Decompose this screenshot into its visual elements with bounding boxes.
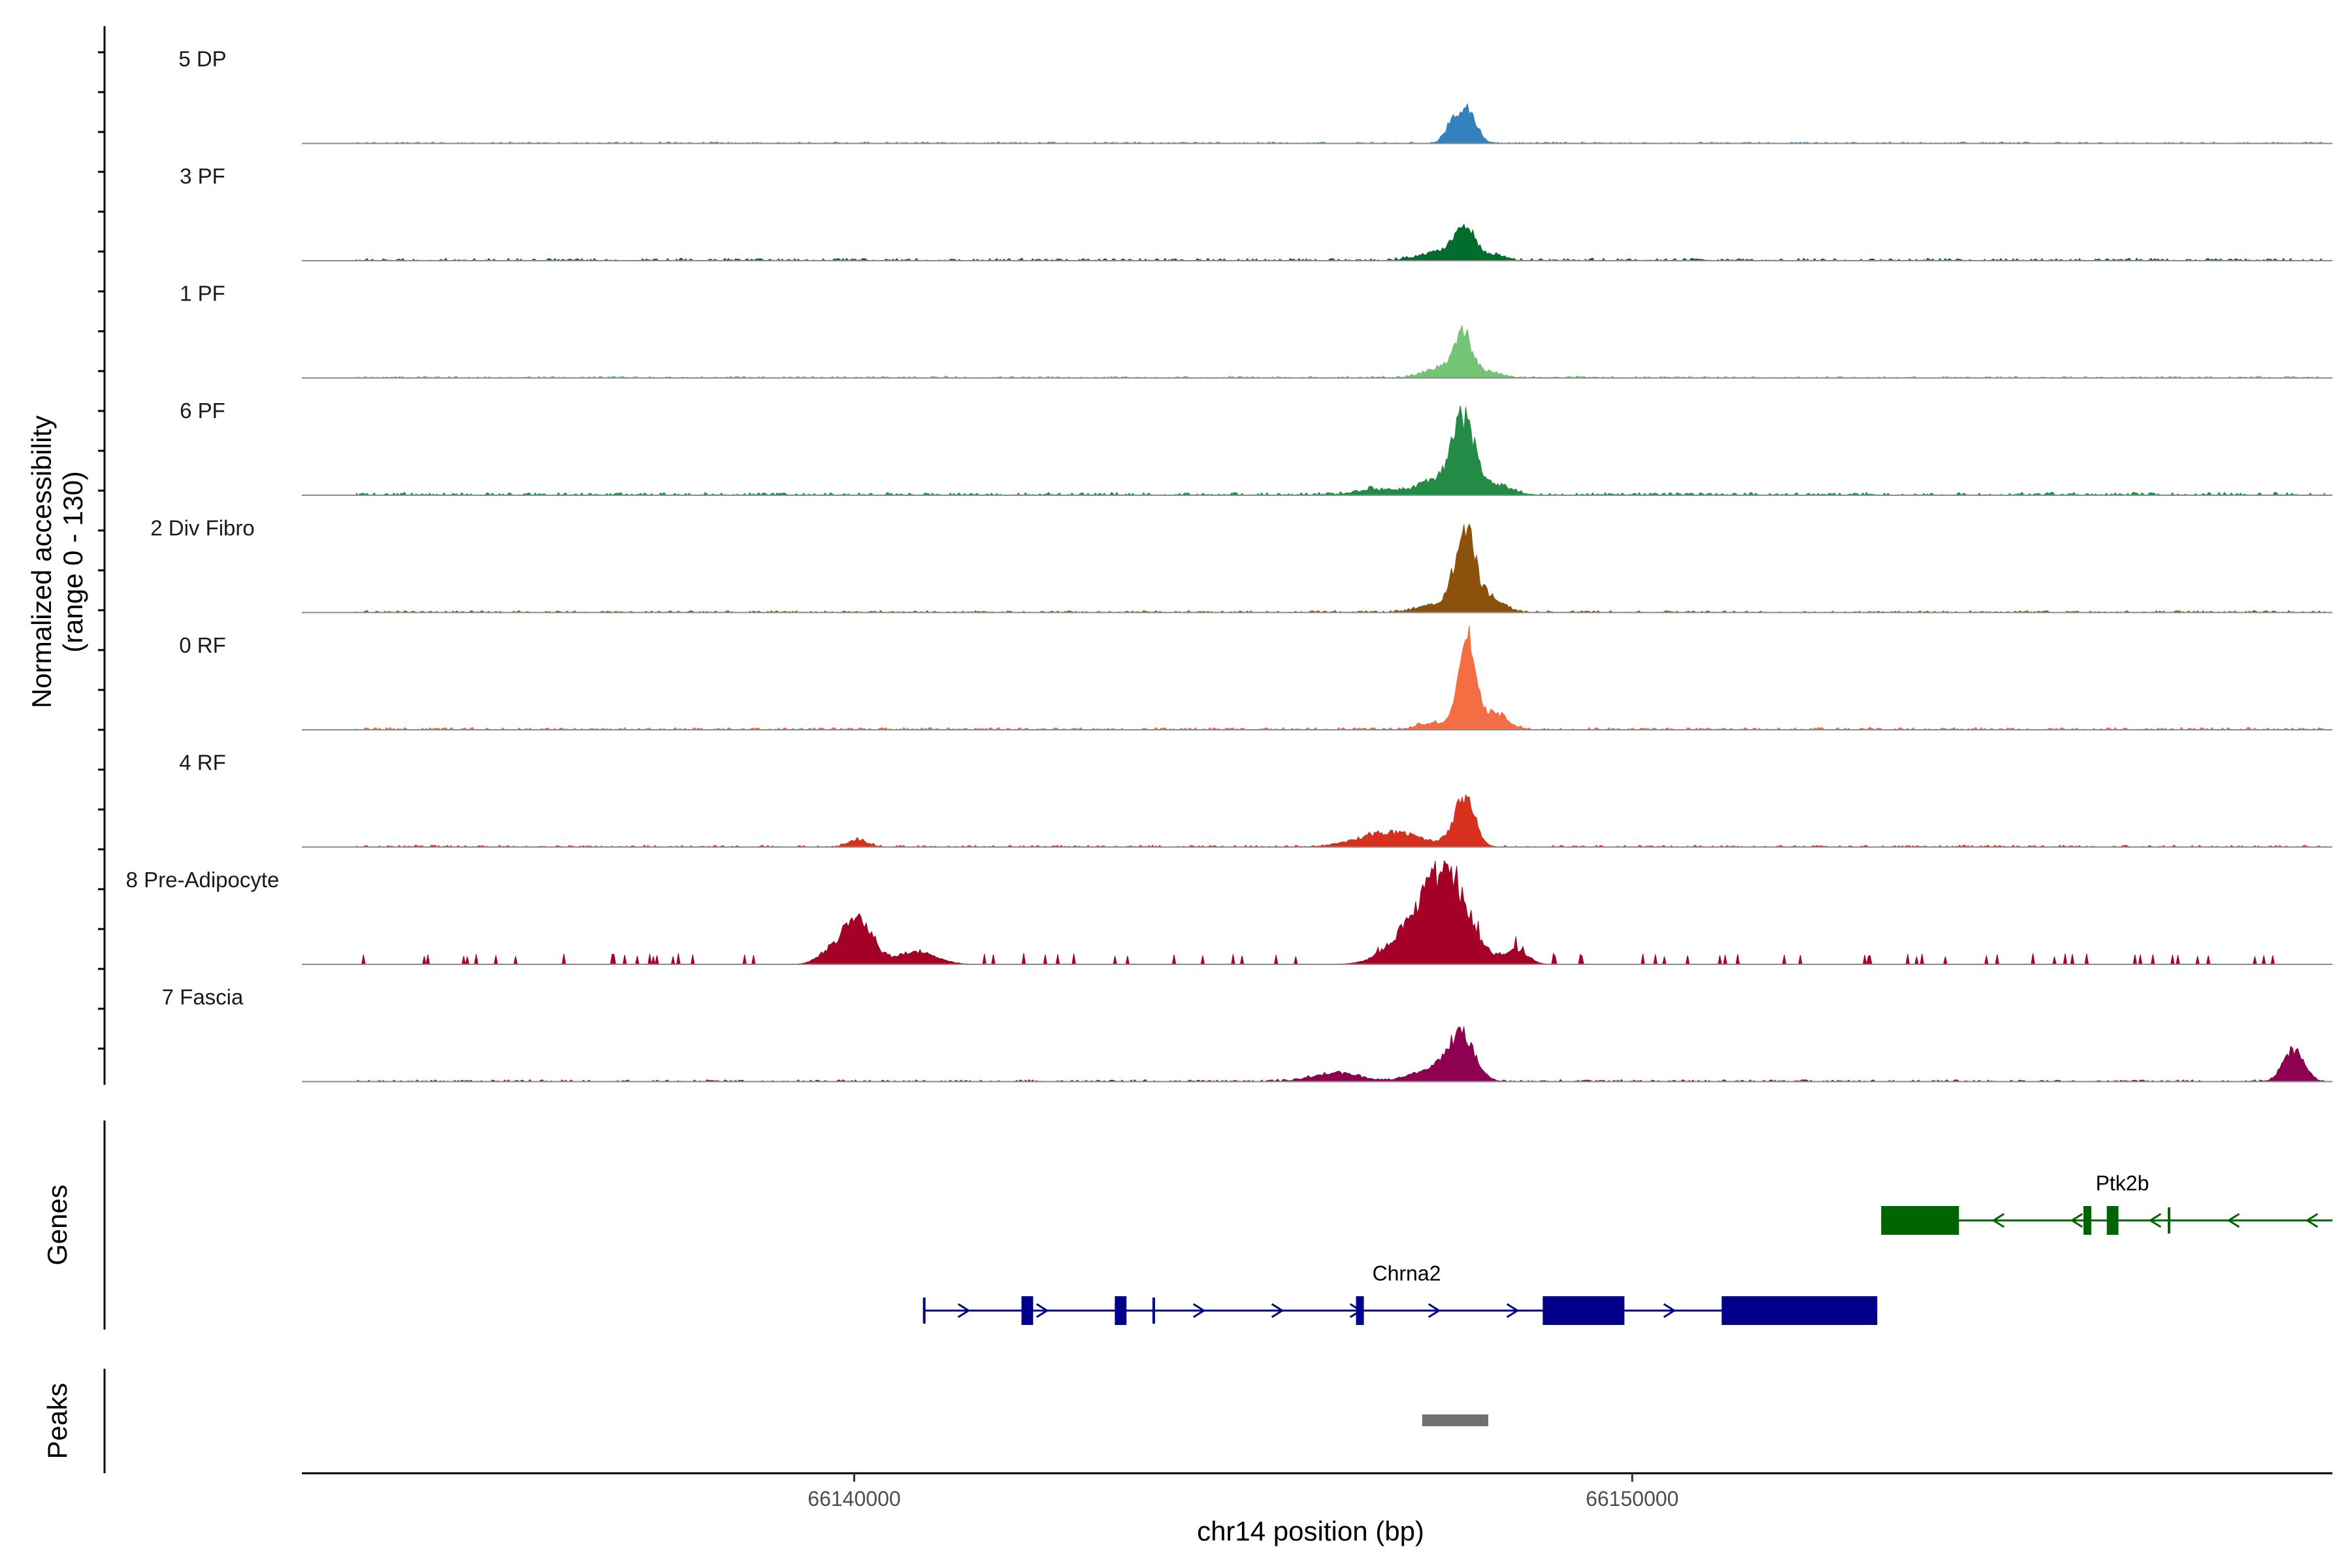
gene-ptk2b: Ptk2b	[1881, 1171, 2332, 1235]
strand-arrow	[2148, 1213, 2162, 1228]
x-tick-label: 66150000	[1586, 1487, 1678, 1511]
genes-panel-label: Genes	[42, 1184, 73, 1266]
track-label: 6 PF	[180, 399, 225, 423]
gene-label: Ptk2b	[2096, 1171, 2149, 1195]
coverage-area-4-rf	[355, 794, 2325, 848]
gene-exon	[1722, 1296, 1878, 1325]
strand-arrow	[1036, 1303, 1049, 1318]
peaks-panel: Peaks	[42, 1369, 1488, 1473]
x-tick-label: 66140000	[808, 1487, 900, 1511]
coverage-y-axis-range: (range 0 - 130)	[57, 471, 88, 653]
track-label: 7 Fascia	[162, 985, 244, 1009]
strand-arrow	[1271, 1303, 1284, 1318]
coverage-area-6-pf	[355, 405, 2325, 496]
strand-arrow	[2070, 1213, 2083, 1228]
peaks-panel-label: Peaks	[42, 1383, 73, 1460]
track-label: 3 PF	[180, 164, 225, 188]
coverage-tracks: Normalized accessibility (range 0 - 130) 5…	[26, 26, 2332, 1085]
track-8-pre-adipocyte: 8 Pre-Adipocyte	[126, 860, 2332, 965]
track-label: 8 Pre-Adipocyte	[126, 868, 280, 892]
coverage-y-axis-title: Normalized accessibility	[26, 416, 57, 708]
gene-annotation-panel: Genes Ptk2b Chrna2	[42, 1120, 2332, 1330]
coverage-area-5-dp	[356, 103, 2325, 144]
gene-label: Chrna2	[1372, 1262, 1441, 1285]
x-axis: 66140000 66150000 chr14 position (bp)	[302, 1472, 2332, 1546]
track-7-fascia: 7 Fascia	[162, 985, 2332, 1083]
strand-arrow	[1192, 1303, 1206, 1318]
track-label: 5 DP	[178, 47, 226, 71]
gene-exon	[1115, 1296, 1127, 1325]
strand-arrow	[2227, 1213, 2240, 1228]
track-5-dp: 5 DP	[178, 47, 2332, 144]
strand-arrow	[957, 1303, 971, 1318]
gene-chrna2: Chrna2	[923, 1262, 1878, 1325]
coverage-area-0-rf	[355, 625, 2326, 730]
track-0-rf: 0 RF	[179, 625, 2332, 730]
track-3-pf: 3 PF	[180, 164, 2332, 261]
strand-arrow	[1991, 1213, 2005, 1228]
track-label: 2 Div Fibro	[150, 516, 255, 540]
coverage-area-3-pf	[355, 223, 2325, 261]
gene-exon	[1021, 1296, 1034, 1325]
x-axis-title: chr14 position (bp)	[1197, 1516, 1424, 1546]
gene-exon	[1881, 1206, 1959, 1235]
strand-arrow	[1663, 1303, 1676, 1318]
strand-arrow	[1506, 1303, 1520, 1318]
track-1-pf: 1 PF	[180, 282, 2332, 379]
gene-exon	[1543, 1296, 1625, 1325]
track-2-div-fibro: 2 Div Fibro	[150, 516, 2332, 613]
coverage-area-7-fascia	[355, 1026, 2325, 1083]
coverage-area-2-div-fibro	[355, 523, 2325, 613]
coverage-area-1-pf	[355, 324, 2325, 379]
strand-arrow	[2305, 1213, 2319, 1228]
gene-exon	[1356, 1296, 1364, 1325]
track-6-pf: 6 PF	[180, 399, 2332, 496]
coverage-area-8-pre-adipocyte	[356, 860, 2325, 965]
track-label: 1 PF	[180, 282, 225, 306]
gene-exon	[2083, 1206, 2091, 1235]
strand-arrow	[1428, 1303, 1441, 1318]
track-label: 4 RF	[179, 751, 226, 775]
peak-region	[1422, 1414, 1488, 1426]
track-4-rf: 4 RF	[179, 751, 2332, 848]
track-label: 0 RF	[179, 633, 226, 657]
gene-exon	[2106, 1206, 2119, 1235]
